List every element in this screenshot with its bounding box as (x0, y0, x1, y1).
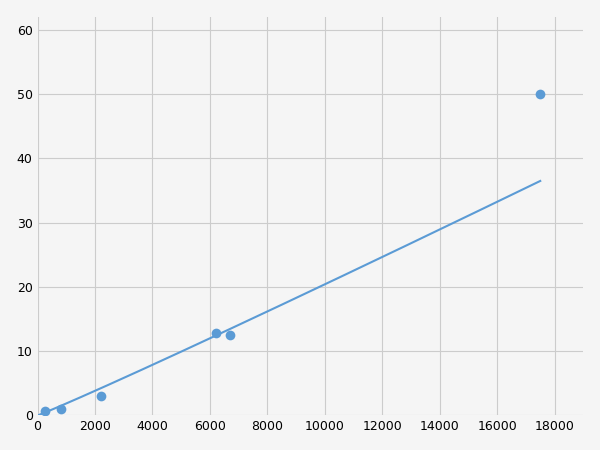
Point (535, 90, 545, 98)
Point (225, 332, 235, 339)
Point (96, 392, 106, 400)
Point (40, 407, 50, 414)
Point (211, 329, 220, 337)
Point (56, 405, 65, 413)
